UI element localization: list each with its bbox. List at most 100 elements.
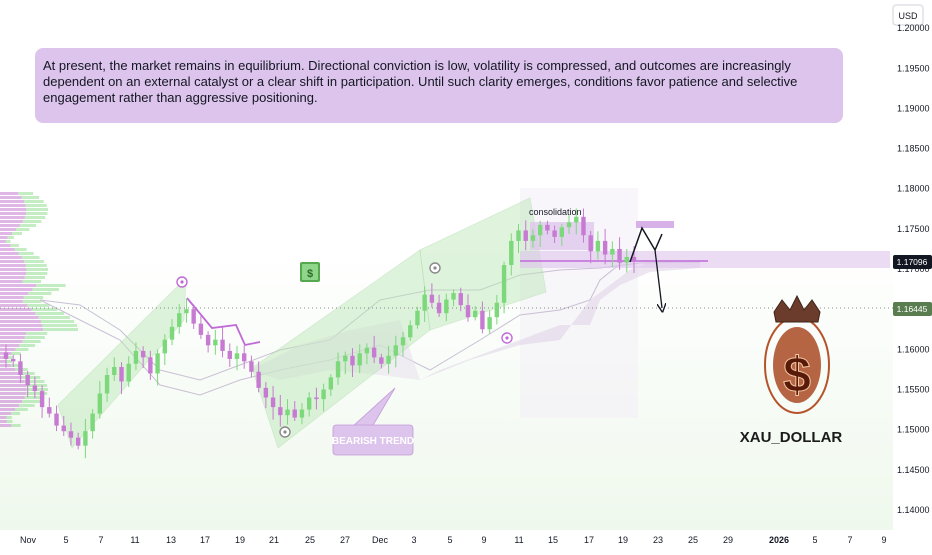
volume-bar-sell [0, 388, 27, 391]
candle-down [75, 437, 81, 446]
volume-bar-sell [0, 300, 23, 303]
time-tick-label: 7 [847, 535, 852, 545]
candle-up [422, 294, 427, 311]
candles-group [3, 208, 637, 459]
volume-bar-sell [0, 284, 37, 287]
price-tick-label: 1.20000 [897, 23, 930, 33]
volume-bar-buy [32, 288, 59, 291]
last-price-tag: 1.17096 [893, 255, 932, 269]
volume-bar-buy [21, 196, 40, 199]
candle-down [581, 216, 586, 236]
time-tick-label: 27 [340, 535, 350, 545]
crown-dollar-icon: $ [764, 294, 830, 414]
time-tick-label: 19 [618, 535, 628, 545]
swing-line [186, 297, 261, 347]
volume-bar-sell [0, 344, 20, 347]
candle-down [227, 350, 232, 359]
candle-down [205, 334, 211, 346]
candle-up [104, 375, 110, 394]
candle-up [169, 326, 175, 340]
candle-up [516, 230, 521, 241]
volume-bar-buy [42, 328, 78, 331]
volume-bar-buy [18, 252, 34, 255]
volume-bar-sell [0, 276, 25, 279]
time-tick-label: 17 [200, 535, 210, 545]
candle-down [371, 347, 377, 358]
volume-bar-buy [26, 388, 48, 391]
volume-bar-sell [0, 340, 23, 343]
candle-down [68, 431, 74, 438]
volume-bar-sell [0, 416, 7, 419]
candle-down [61, 425, 66, 432]
channel-1 [57, 276, 187, 449]
candle-down [278, 407, 283, 416]
candle-up [155, 353, 160, 374]
consolidation-label: consolidation [529, 207, 582, 217]
volume-bar-buy [26, 272, 48, 275]
time-tick-label: 5 [812, 535, 817, 545]
volume-bar-sell [0, 220, 23, 223]
volume-profile [0, 192, 78, 427]
currency-box[interactable] [892, 4, 924, 26]
svg-text:$: $ [783, 347, 811, 403]
marker-dot-4 [283, 430, 287, 434]
bearish-trend-label: BEARISH TREND [332, 436, 414, 447]
candle-up [400, 337, 406, 346]
candle-down [631, 256, 637, 261]
volume-bar-buy [26, 212, 48, 215]
volume-bar-sell [0, 360, 7, 363]
candle-up [364, 347, 370, 354]
cloud-fill [420, 262, 700, 380]
candle-up [537, 224, 543, 236]
volume-bar-sell [0, 228, 17, 231]
candle-down [314, 397, 319, 400]
volume-bar-buy [22, 376, 41, 379]
volume-bar-sell [0, 408, 16, 411]
time-tick-label: 15 [548, 535, 558, 545]
volume-bar-buy [24, 216, 46, 219]
candle-down [292, 409, 297, 418]
volume-bar-buy [11, 424, 21, 427]
candle-up [357, 353, 362, 366]
candle-up [234, 353, 240, 359]
candle-down [523, 230, 528, 241]
candle-up [126, 363, 131, 382]
volume-bar-buy [22, 280, 42, 283]
svg-text:$: $ [307, 268, 313, 280]
volume-bar-buy [25, 332, 48, 335]
volume-bar-buy [19, 344, 36, 347]
volume-bar-sell [0, 280, 23, 283]
price-band [520, 251, 890, 268]
volume-bar-sell [0, 372, 20, 375]
time-tick-label: 5 [447, 535, 452, 545]
candle-down [379, 357, 384, 364]
price-tick-label: 1.17000 [897, 264, 930, 274]
volume-bar-buy [27, 304, 50, 307]
volume-bar-buy [15, 408, 28, 411]
volume-bar-buy [24, 260, 44, 263]
volume-bar-sell [0, 192, 19, 195]
marker-dot-2 [433, 266, 437, 270]
projection-arrow [654, 249, 662, 308]
candle-down [465, 305, 471, 318]
volume-bar-buy [26, 208, 48, 211]
price-tick-label: 1.17500 [897, 224, 930, 234]
volume-bar-sell [0, 216, 25, 219]
volume-bar-sell [0, 244, 11, 247]
candle-down [32, 385, 38, 392]
volume-bar-sell [0, 316, 39, 319]
time-tick-label: 25 [688, 535, 698, 545]
volume-bar-sell [0, 420, 7, 423]
volume-bar-buy [6, 360, 12, 363]
logo-text: XAU_DOLLAR [740, 429, 843, 446]
volume-bar-sell [0, 212, 27, 215]
candle-up [472, 310, 478, 318]
volume-bar-sell [0, 384, 26, 387]
volume-bar-sell [0, 404, 20, 407]
volume-bar-sell [0, 296, 24, 299]
volume-bar-buy [22, 400, 41, 403]
volume-bar-buy [12, 232, 22, 235]
candle-down [18, 361, 23, 376]
volume-bar-sell [0, 268, 27, 271]
